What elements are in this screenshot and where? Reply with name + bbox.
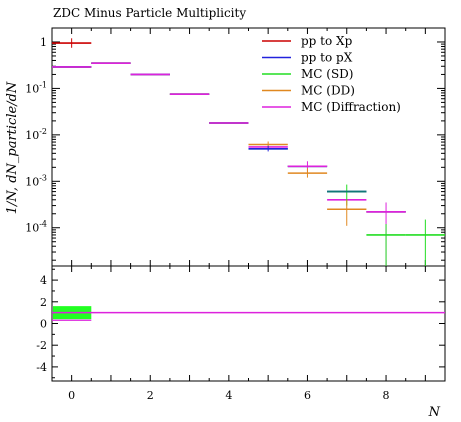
x-tick-label: 0 — [68, 389, 75, 402]
legend-label: MC (Diffraction) — [301, 100, 401, 114]
x-tick-label: 8 — [383, 389, 390, 402]
y-tick-label: 10-2 — [25, 127, 47, 142]
ratio-tick-label: 2 — [40, 296, 47, 309]
y-tick-label: 10-3 — [25, 173, 47, 188]
legend: pp to Xp pp to pX MC (SD) MC (DD) MC (Diffra… — [262, 34, 401, 114]
ratio-panel-frame — [51, 265, 446, 382]
ratio-tick-label: 0 — [40, 318, 47, 331]
ratio-band — [52, 306, 445, 321]
chart-title: ZDC Minus Particle Multiplicity — [53, 6, 246, 20]
y-axis-label-text: 1/N, dN_particle/dN — [5, 81, 20, 214]
y-axis-label: 1/N, dN_particle/dN — [5, 81, 20, 214]
legend-label: MC (DD) — [301, 84, 355, 98]
ratio-tick-label: 4 — [40, 274, 47, 287]
x-tick-label: 4 — [225, 389, 232, 402]
y-tick-label: 10-4 — [25, 220, 47, 235]
legend-label: MC (SD) — [301, 67, 354, 81]
y-tick-label: 1 — [40, 36, 47, 49]
x-tick-label: 2 — [147, 389, 154, 402]
x-tick-label: 6 — [304, 389, 311, 402]
x-axis-label: N — [428, 405, 441, 420]
ratio-tick-label: -2 — [36, 339, 47, 352]
main-ticks: 1 10-1 10-2 10-3 10-4 — [25, 27, 445, 266]
ratio-tick-label: -4 — [36, 361, 47, 374]
legend-label: pp to Xp — [301, 34, 353, 48]
y-tick-label: 10-1 — [25, 80, 47, 95]
ratio-ticks: 0 2 4 6 8 4 2 0 -2 -4 — [36, 266, 445, 402]
series-group — [52, 38, 445, 266]
legend-label: pp to pX — [301, 51, 353, 65]
